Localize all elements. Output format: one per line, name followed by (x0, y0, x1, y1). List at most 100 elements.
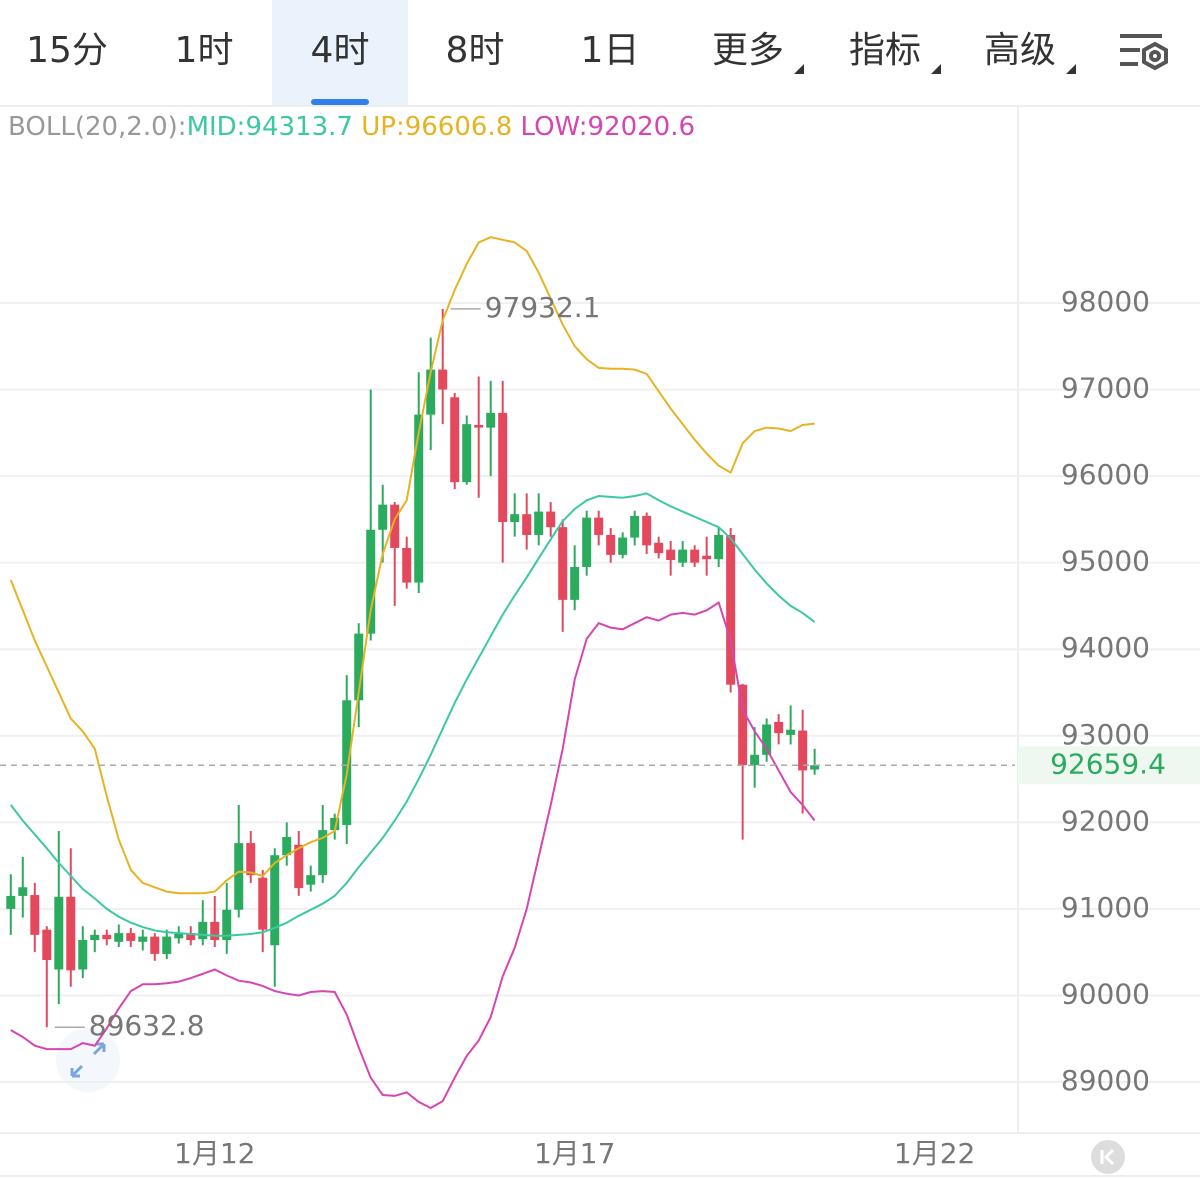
candle-body (114, 933, 124, 942)
dropdown-triangle (931, 64, 941, 74)
tab[interactable]: 1日 (581, 30, 640, 71)
candle-body (762, 724, 772, 755)
legend-value: 96606.8 (405, 112, 513, 142)
legend-label: MID: (187, 112, 246, 142)
candle-body (642, 515, 652, 546)
candle-body (714, 534, 724, 560)
candle-body (726, 534, 736, 685)
candle-body (510, 514, 520, 522)
indicator-name: BOLL(20,2.0): (8, 112, 187, 142)
boll-line (10, 600, 816, 1110)
dropdown-triangle (794, 64, 804, 74)
candle-body (174, 933, 184, 939)
candle-body (750, 754, 760, 766)
candle-body (678, 549, 688, 563)
candle-body (690, 549, 700, 563)
legend-label: LOW: (521, 112, 588, 142)
candle-body (306, 875, 316, 885)
candle-body (42, 929, 52, 960)
tab[interactable]: 高级 (984, 30, 1056, 71)
candle-body (606, 534, 616, 555)
candle-body (294, 844, 304, 889)
x-tick-label: 1月17 (534, 1137, 615, 1170)
dropdown-triangle (1066, 64, 1076, 74)
y-tick-label: 90000 (1061, 977, 1150, 1010)
tab[interactable]: 8时 (446, 30, 505, 71)
candle-body (522, 514, 532, 535)
x-tick-label: 1月22 (894, 1137, 975, 1170)
expand-icon[interactable] (56, 1028, 120, 1092)
candle-body (702, 555, 712, 560)
candle-body (618, 537, 628, 555)
candle-body (462, 424, 472, 483)
indicator-legend: BOLL(20,2.0):MID:94313.7 UP:96606.8 LOW:… (8, 112, 695, 142)
candle-body (402, 547, 412, 583)
candle-body (210, 921, 220, 941)
candle-body (582, 517, 592, 567)
candle-body (738, 684, 748, 766)
tab[interactable]: 1时 (175, 30, 234, 71)
last-price-bg (1018, 746, 1200, 785)
candle-body (162, 936, 172, 954)
candle-body (798, 730, 808, 771)
boll-line (10, 492, 816, 937)
candle-body (234, 843, 244, 910)
candle-body (138, 936, 148, 942)
candle-body (222, 909, 232, 941)
candle-body (414, 414, 424, 583)
candle-body (282, 837, 292, 856)
candle-body (366, 529, 376, 634)
candle-body (6, 895, 16, 909)
candle-body (126, 933, 136, 941)
y-tick-label: 98000 (1061, 285, 1150, 318)
candle-body (342, 700, 352, 825)
candle-body (654, 542, 664, 554)
tab[interactable]: 4时 (311, 30, 370, 71)
y-tick-label: 96000 (1061, 458, 1150, 491)
legend-value: 94313.7 (245, 112, 353, 142)
candle-body (90, 934, 100, 941)
candle-body (498, 412, 508, 522)
candle-body (18, 887, 28, 896)
candle-body (558, 527, 568, 600)
candle-body (534, 511, 544, 535)
candle-body (378, 504, 388, 530)
candle-body (486, 412, 496, 428)
candle-body (354, 633, 364, 701)
candle-body (198, 921, 208, 940)
legend-label: UP: (361, 112, 404, 142)
y-tick-label: 91000 (1061, 891, 1150, 924)
candle-body (774, 721, 784, 734)
tab[interactable]: 更多 (712, 30, 784, 71)
candle-body (330, 818, 340, 831)
candle-body (426, 369, 436, 415)
candle-body (54, 896, 64, 970)
candle-body (450, 397, 460, 483)
candle-body (390, 504, 400, 548)
candle-body (102, 934, 112, 940)
candle-body (270, 855, 280, 946)
y-tick-label: 89000 (1061, 1064, 1150, 1097)
candle-body (438, 369, 448, 390)
candle-body (666, 549, 676, 561)
y-tick-label: 92000 (1061, 804, 1150, 837)
tab[interactable]: 15分 (26, 30, 108, 71)
candle-body (318, 830, 328, 876)
candle-body (66, 896, 76, 971)
tab[interactable]: 指标 (849, 30, 921, 71)
boll-line (9, 236, 815, 895)
settings-icon[interactable] (1120, 34, 1168, 71)
back-to-latest-button[interactable] (1091, 1140, 1125, 1174)
candle-body (630, 515, 640, 538)
legend-value: 92020.6 (587, 112, 695, 142)
y-tick-label: 94000 (1061, 631, 1150, 664)
candle-body (786, 729, 796, 735)
candle-body (78, 940, 88, 970)
candle-body (810, 765, 820, 770)
selected-tab-indicator (311, 99, 369, 105)
extreme-label: 89632.8 (89, 1009, 205, 1042)
extreme-label: 97932.1 (485, 291, 601, 324)
